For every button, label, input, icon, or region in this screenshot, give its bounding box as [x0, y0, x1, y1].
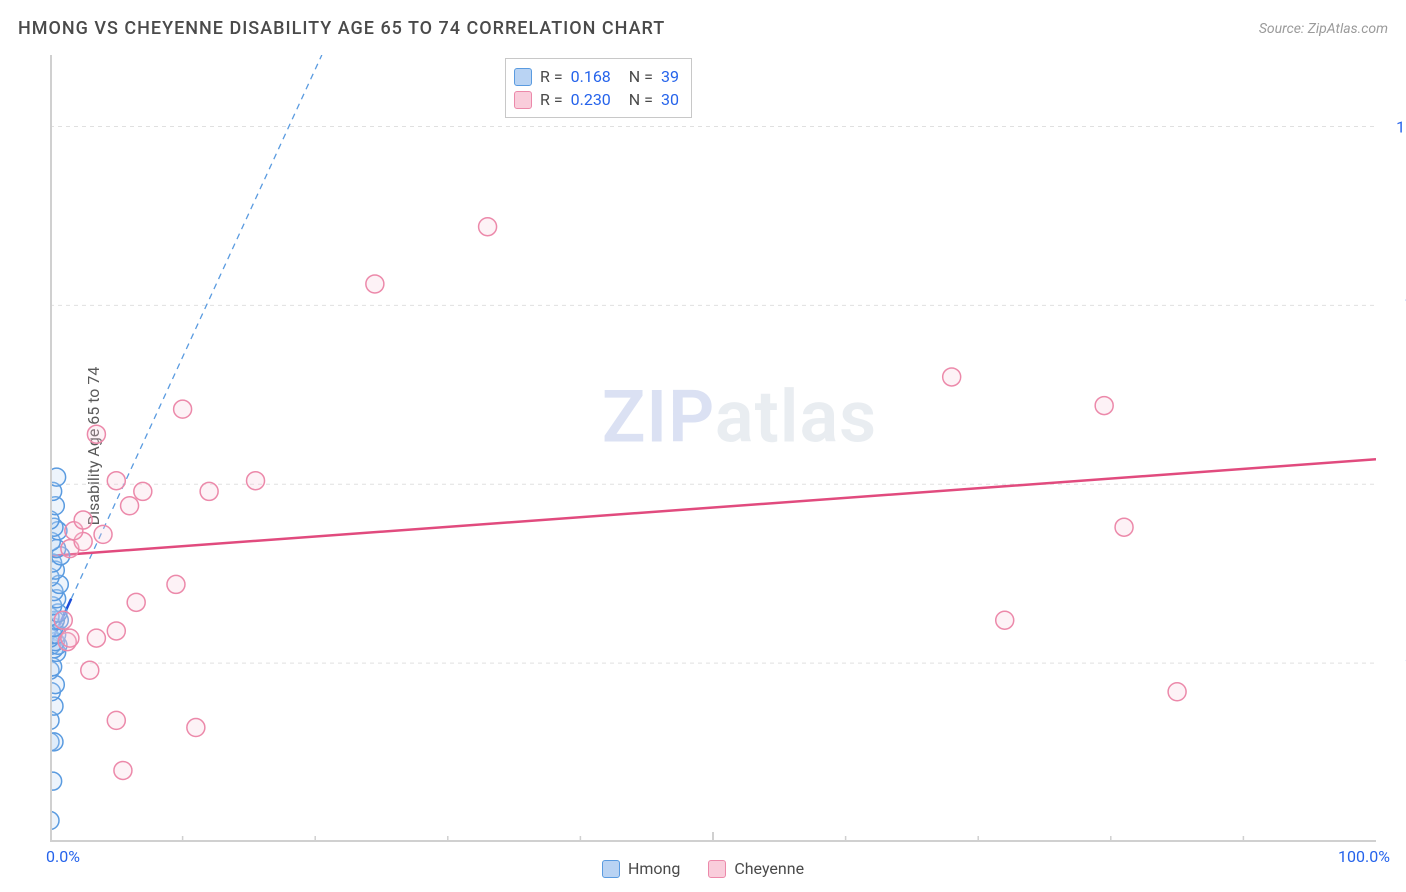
swatch-hmong [514, 68, 532, 86]
category-legend: Hmong Cheyenne [0, 859, 1406, 878]
r-value-cheyenne: 0.230 [571, 90, 611, 109]
plot-area: 0.0%100.0%25.0%50.0%75.0%100.0% ZIPatlas [50, 55, 1376, 842]
chart-title: HMONG VS CHEYENNE DISABILITY AGE 65 TO 7… [18, 18, 665, 39]
legend-swatch-hmong [602, 860, 620, 878]
corr-row-cheyenne: R = 0.230 N = 30 [514, 88, 679, 111]
r-label: R = [540, 90, 563, 109]
n-label: N = [629, 67, 653, 86]
chart-header: HMONG VS CHEYENNE DISABILITY AGE 65 TO 7… [18, 18, 1388, 39]
source-label: Source: ZipAtlas.com [1259, 21, 1388, 37]
swatch-cheyenne [514, 91, 532, 109]
corr-row-hmong: R = 0.168 N = 39 [514, 65, 679, 88]
legend-label-hmong: Hmong [628, 859, 680, 878]
legend-swatch-cheyenne [708, 860, 726, 878]
correlation-legend: R = 0.168 N = 39 R = 0.230 N = 30 [505, 58, 692, 118]
n-value-hmong: 39 [661, 67, 679, 86]
legend-item-hmong: Hmong [602, 859, 680, 878]
r-label: R = [540, 67, 563, 86]
r-value-hmong: 0.168 [571, 67, 611, 86]
legend-label-cheyenne: Cheyenne [734, 859, 804, 878]
legend-item-cheyenne: Cheyenne [708, 859, 804, 878]
n-label: N = [629, 90, 653, 109]
n-value-cheyenne: 30 [661, 90, 679, 109]
y-tick-label: 100.0% [1396, 117, 1406, 136]
